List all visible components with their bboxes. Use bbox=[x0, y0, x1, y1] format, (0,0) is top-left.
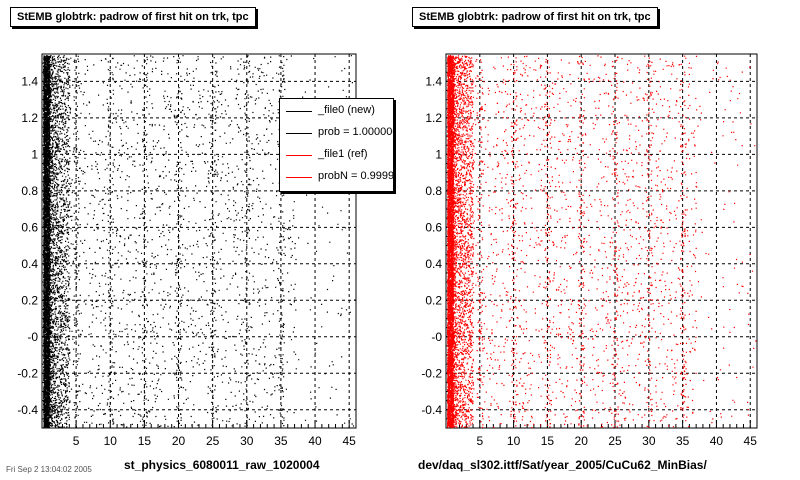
x-tick-label: 20 bbox=[172, 434, 186, 448]
y-tick-label: 1.2 bbox=[425, 111, 442, 125]
legend-line-probn bbox=[286, 177, 312, 178]
x-tick-label: 40 bbox=[710, 434, 724, 448]
timestamp-footer: Fri Sep 2 13:04:02 2005 bbox=[6, 465, 92, 474]
right-x-axis-label: dev/daq_sl302.ittf/Sat/year_2005/CuCu62_… bbox=[418, 458, 707, 472]
x-tick-label: 25 bbox=[608, 434, 622, 448]
y-tick-label: 1.2 bbox=[21, 111, 38, 125]
legend-label-file0: _file0 (new) bbox=[318, 104, 375, 116]
y-tick-label: -0.4 bbox=[421, 403, 442, 417]
legend-line-file1 bbox=[286, 155, 312, 156]
chart-legend: _file0 (new) prob = 1.000000 _file1 (ref… bbox=[279, 98, 394, 192]
y-tick-label: 0.6 bbox=[21, 220, 38, 234]
y-tick-label: 1.4 bbox=[425, 74, 442, 88]
y-tick-label: 0.2 bbox=[425, 293, 442, 307]
x-tick-label: 35 bbox=[274, 434, 288, 448]
legend-entry-probn: probN = 0.999999 bbox=[280, 169, 394, 187]
y-tick-label: 0.4 bbox=[21, 257, 38, 271]
legend-label-prob: prob = 1.000000 bbox=[318, 126, 394, 138]
y-tick-label: -0.2 bbox=[421, 366, 442, 380]
legend-label-file1: _file1 (ref) bbox=[318, 148, 368, 160]
x-tick-label: 10 bbox=[104, 434, 118, 448]
plot-area: 5 10 15 20 25 30 35 40 45 -0.4 -0.2 -0 0.2 0.4 0.6 0.8 1… bbox=[421, 53, 758, 448]
x-tick-label: 30 bbox=[642, 434, 656, 448]
y-tick-label: 0.6 bbox=[425, 220, 442, 234]
plot-area: 5 10 15 20 25 30 35 40 45 -0.4 -0.2 -0 0.2 0.4 0.6 0.8 1… bbox=[17, 53, 357, 448]
plot-frame bbox=[445, 53, 758, 429]
x-tick-label: 15 bbox=[138, 434, 152, 448]
legend-line-prob bbox=[286, 133, 312, 134]
x-tick-label: 40 bbox=[308, 434, 322, 448]
y-tick-label: 0.4 bbox=[425, 257, 442, 271]
legend-entry-file1: _file1 (ref) bbox=[280, 147, 393, 165]
y-tick-label: 0.8 bbox=[425, 184, 442, 198]
y-tick-label: -0.2 bbox=[17, 366, 38, 380]
x-tick-label: 35 bbox=[676, 434, 690, 448]
x-tick-label: 30 bbox=[240, 434, 254, 448]
x-tick-label: 5 bbox=[476, 434, 483, 448]
legend-entry-file0: _file0 (new) bbox=[280, 103, 393, 121]
x-tick-label: 45 bbox=[744, 434, 758, 448]
y-tick-label: 1.4 bbox=[21, 74, 38, 88]
legend-line-file0 bbox=[286, 111, 312, 112]
y-tick-label: 0.2 bbox=[21, 293, 38, 307]
left-x-axis-label: st_physics_6080011_raw_1020004 bbox=[124, 458, 320, 472]
scatter-points bbox=[43, 55, 356, 429]
legend-label-probn: probN = 0.999999 bbox=[318, 170, 394, 182]
x-tick-label: 5 bbox=[73, 434, 80, 448]
x-tick-label: 25 bbox=[206, 434, 220, 448]
y-tick-label: -0.4 bbox=[17, 403, 38, 417]
right-chart-title: StEMB globtrk: padrow of first hit on tr… bbox=[412, 7, 658, 27]
y-tick-label: -0 bbox=[431, 330, 442, 344]
scatter-points bbox=[447, 55, 757, 429]
x-tick-label: 20 bbox=[575, 434, 589, 448]
x-tick-label: 15 bbox=[541, 434, 555, 448]
x-tick-label: 10 bbox=[507, 434, 521, 448]
y-tick-label: 1 bbox=[435, 147, 442, 161]
legend-entry-prob: prob = 1.000000 bbox=[280, 125, 394, 143]
x-tick-label: 45 bbox=[342, 434, 356, 448]
y-tick-label: 1 bbox=[31, 147, 38, 161]
y-tick-label: -0 bbox=[27, 330, 38, 344]
y-tick-label: 0.8 bbox=[21, 184, 38, 198]
left-chart-title: StEMB globtrk: padrow of first hit on tr… bbox=[10, 7, 256, 27]
